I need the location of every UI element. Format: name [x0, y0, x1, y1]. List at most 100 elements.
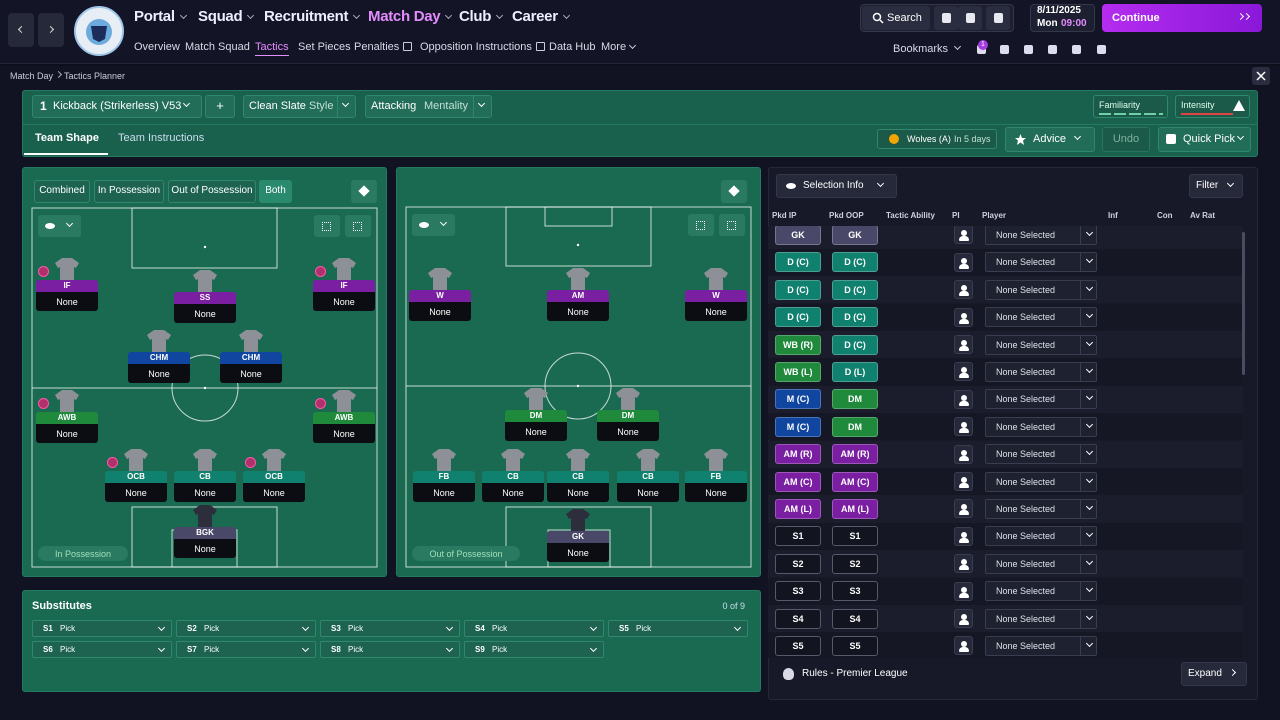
dropdown[interactable]	[32, 95, 202, 118]
substitute-slot[interactable]: S4 Pick	[464, 620, 604, 637]
pitch-tool-button[interactable]	[719, 214, 745, 236]
player-info-button[interactable]	[954, 362, 973, 382]
undo-button[interactable]	[1102, 127, 1150, 152]
player-info-button[interactable]	[954, 389, 973, 409]
sub-nav-item[interactable]: Set Pieces	[298, 41, 351, 53]
player-dropdown[interactable]: None Selected	[985, 498, 1097, 519]
substitute-slot[interactable]: S7 Pick	[176, 641, 316, 658]
substitute-slot[interactable]: S6 Pick	[32, 641, 172, 658]
player-info-button[interactable]	[954, 499, 973, 519]
player-info-button[interactable]	[954, 636, 973, 656]
view-mode-button[interactable]	[94, 180, 164, 203]
substitute-slot[interactable]: S3 Pick	[320, 620, 460, 637]
player-card[interactable]: W None	[409, 290, 471, 321]
player-card[interactable]: CHM None	[220, 352, 282, 383]
sub-nav-item[interactable]: Opposition Instructions	[420, 41, 532, 53]
quick-icon[interactable]	[1024, 45, 1033, 54]
player-dropdown[interactable]: None Selected	[985, 279, 1097, 300]
sub-nav-item[interactable]: Penalties	[354, 41, 400, 53]
player-info-button[interactable]	[954, 334, 973, 354]
quick-icon[interactable]	[1097, 45, 1106, 54]
player-info-button[interactable]	[954, 444, 973, 464]
dropdown[interactable]	[243, 95, 356, 118]
player-dropdown[interactable]: None Selected	[985, 471, 1097, 492]
quick-icon[interactable]	[1072, 45, 1081, 54]
main-nav-item[interactable]: Squad	[198, 8, 243, 25]
substitute-slot[interactable]: S5 Pick	[608, 620, 748, 637]
continue-button[interactable]	[1102, 4, 1262, 32]
player-card[interactable]: AM None	[547, 290, 609, 321]
player-card[interactable]: OCB None	[243, 471, 305, 502]
player-info-button[interactable]	[954, 608, 973, 628]
sub-nav-item[interactable]: Tactics	[255, 39, 289, 56]
player-dropdown[interactable]: None Selected	[985, 226, 1097, 245]
player-card[interactable]: CHM None	[128, 352, 190, 383]
player-card[interactable]: IF None	[313, 280, 375, 311]
view-mode-button[interactable]	[168, 180, 256, 203]
player-card[interactable]: DM None	[597, 410, 659, 441]
player-dropdown[interactable]: None Selected	[985, 444, 1097, 465]
sub-nav-item[interactable]: More	[601, 41, 627, 53]
player-dropdown[interactable]: None Selected	[985, 553, 1097, 574]
player-info-button[interactable]	[954, 471, 973, 491]
player-card[interactable]: IF None	[36, 280, 98, 311]
quick-icon[interactable]	[1048, 45, 1057, 54]
player-card[interactable]: GK None	[547, 531, 609, 562]
visibility-button[interactable]	[412, 214, 455, 236]
substitute-slot[interactable]: S8 Pick	[320, 641, 460, 658]
back-button[interactable]	[8, 13, 34, 47]
player-card[interactable]: BGK None	[174, 527, 236, 558]
filter-button[interactable]	[1189, 174, 1243, 198]
visibility-button[interactable]	[38, 215, 81, 237]
tab[interactable]: Team Shape	[35, 132, 99, 144]
player-card[interactable]: CB None	[617, 471, 679, 502]
player-dropdown[interactable]: None Selected	[985, 389, 1097, 410]
player-info-button[interactable]	[954, 280, 973, 300]
player-dropdown[interactable]: None Selected	[985, 608, 1097, 629]
dropdown[interactable]	[365, 95, 492, 118]
player-info-button[interactable]	[954, 581, 973, 601]
main-nav-item[interactable]: Club	[459, 8, 492, 25]
forward-button[interactable]	[38, 13, 64, 47]
player-card[interactable]: CB None	[482, 471, 544, 502]
player-card[interactable]: CB None	[547, 471, 609, 502]
player-info-button[interactable]	[954, 307, 973, 327]
quick-icon[interactable]	[1000, 45, 1009, 54]
view-mode-button[interactable]	[259, 180, 292, 203]
player-info-button[interactable]	[954, 252, 973, 272]
player-card[interactable]: SS None	[174, 292, 236, 323]
pitch-tool-button[interactable]	[345, 215, 371, 237]
player-dropdown[interactable]: None Selected	[985, 361, 1097, 382]
player-card[interactable]: FB None	[685, 471, 747, 502]
player-card[interactable]: AWB None	[36, 412, 98, 443]
player-card[interactable]: FB None	[413, 471, 475, 502]
pitch-tool-button[interactable]	[688, 214, 714, 236]
selection-dropdown[interactable]	[776, 174, 897, 198]
player-dropdown[interactable]: None Selected	[985, 334, 1097, 355]
close-button[interactable]	[1252, 67, 1270, 85]
sub-nav-item[interactable]: Overview	[134, 41, 180, 53]
tab[interactable]: Team Instructions	[118, 132, 205, 144]
player-info-button[interactable]	[954, 226, 973, 245]
main-nav-item[interactable]: Match Day	[368, 8, 441, 25]
expand-button[interactable]	[1181, 662, 1247, 686]
player-info-button[interactable]	[954, 526, 973, 546]
substitute-slot[interactable]: S9 Pick	[464, 641, 604, 658]
player-info-button[interactable]	[954, 554, 973, 574]
view-mode-button[interactable]	[34, 180, 90, 203]
player-dropdown[interactable]: None Selected	[985, 526, 1097, 547]
player-info-button[interactable]	[954, 417, 973, 437]
player-dropdown[interactable]: None Selected	[985, 635, 1097, 656]
player-card[interactable]: AWB None	[313, 412, 375, 443]
player-dropdown[interactable]: None Selected	[985, 252, 1097, 273]
player-dropdown[interactable]: None Selected	[985, 307, 1097, 328]
main-nav-item[interactable]: Portal	[134, 8, 175, 25]
player-card[interactable]: W None	[685, 290, 747, 321]
sub-nav-item[interactable]: Data Hub	[549, 41, 596, 53]
main-nav-item[interactable]: Recruitment	[264, 8, 349, 25]
pitch-tool-button[interactable]	[314, 215, 340, 237]
sub-nav-item[interactable]: Match Squad	[185, 41, 250, 53]
player-dropdown[interactable]: None Selected	[985, 416, 1097, 437]
substitute-slot[interactable]: S2 Pick	[176, 620, 316, 637]
main-nav-item[interactable]: Career	[512, 8, 558, 25]
